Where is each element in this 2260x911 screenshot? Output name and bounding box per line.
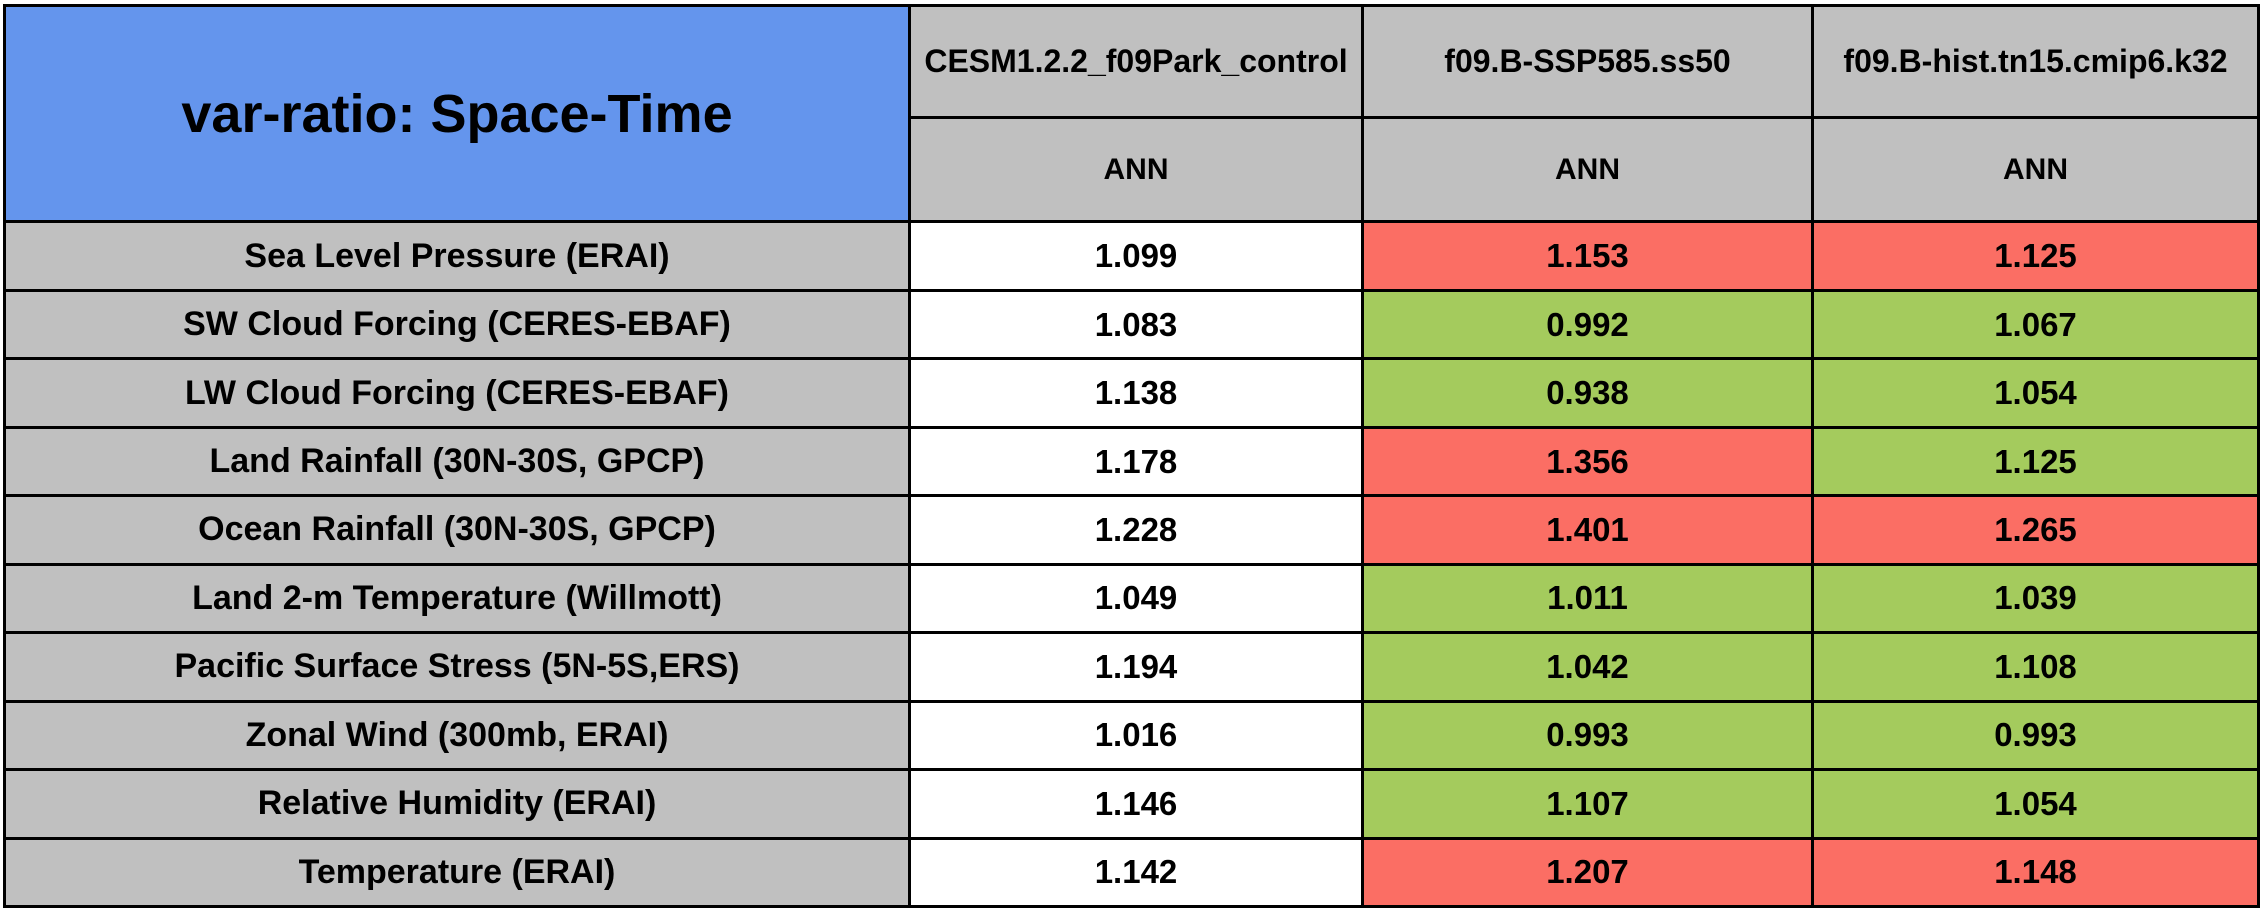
table-row: Land 2-m Temperature (Willmott) 1.049 1.… [3,562,2260,635]
table-title: var-ratio: Space-Time [3,3,911,224]
metric-label: Land Rainfall (30N-30S, GPCP) [3,425,911,498]
model-header-1: CESM1.2.2_f09Park_control [908,4,1364,119]
metric-value: 1.054 [1811,768,2260,840]
metric-value: 1.125 [1811,425,2260,498]
metric-value: 1.125 [1811,220,2260,292]
metric-value: 1.265 [1811,494,2260,566]
metric-value: 1.054 [1811,357,2260,429]
metric-label: Relative Humidity (ERAI) [3,768,911,840]
metric-value: 1.099 [908,220,1364,292]
table-row: Relative Humidity (ERAI) 1.146 1.107 1.0… [3,768,2260,840]
metric-value: 1.107 [1361,768,1814,840]
metric-value: 1.142 [908,836,1364,908]
model-header-3: f09.B-hist.tn15.cmip6.k32 [1811,4,2260,119]
metric-value: 1.207 [1361,836,1814,908]
table-row: LW Cloud Forcing (CERES-EBAF) 1.138 0.93… [3,357,2260,429]
header-row-seasons: ANN ANN ANN [5,115,2260,224]
metric-value: 1.356 [1361,425,1814,498]
metric-value: 1.146 [908,768,1364,840]
table-row: Zonal Wind (300mb, ERAI) 1.016 0.993 0.9… [3,699,2260,772]
metric-value: 1.194 [908,631,1364,703]
metric-value: 1.042 [1361,631,1814,703]
metric-value: 1.148 [1811,836,2260,908]
metric-value: 1.401 [1361,494,1814,566]
model-header-2: f09.B-SSP585.ss50 [1361,4,1814,119]
metric-value: 1.153 [1361,220,1814,292]
metric-label: Ocean Rainfall (30N-30S, GPCP) [3,494,911,566]
metric-label: Sea Level Pressure (ERAI) [3,220,911,292]
metric-value: 1.016 [908,699,1364,772]
metric-value: 0.993 [1361,699,1814,772]
var-ratio-table: var-ratio: Space-Time CESM1.2.2_f09Park_… [3,3,2260,908]
metric-value: 1.228 [908,494,1364,566]
metric-label: Zonal Wind (300mb, ERAI) [3,699,911,772]
metric-value: 0.938 [1361,357,1814,429]
metric-value: 1.049 [908,562,1364,635]
metric-label: LW Cloud Forcing (CERES-EBAF) [3,357,911,429]
header-row-models: var-ratio: Space-Time CESM1.2.2_f09Park_… [3,3,2260,224]
metric-value: 1.138 [908,357,1364,429]
metric-value: 1.178 [908,425,1364,498]
metric-label: Pacific Surface Stress (5N-5S,ERS) [3,631,911,703]
metric-value: 0.993 [1811,699,2260,772]
metric-value: 0.992 [1361,288,1814,361]
season-header-3: ANN [1811,115,2260,224]
table-row: Land Rainfall (30N-30S, GPCP) 1.178 1.35… [3,425,2260,498]
metric-value: 1.108 [1811,631,2260,703]
season-header-2: ANN [1361,115,1814,224]
metric-value: 1.039 [1811,562,2260,635]
table-row: Pacific Surface Stress (5N-5S,ERS) 1.194… [3,631,2260,703]
metric-label: Temperature (ERAI) [3,836,911,908]
metric-label: Land 2-m Temperature (Willmott) [3,562,911,635]
table-row: SW Cloud Forcing (CERES-EBAF) 1.083 0.99… [3,288,2260,361]
table-row: Sea Level Pressure (ERAI) 1.099 1.153 1.… [3,220,2260,292]
metric-label: SW Cloud Forcing (CERES-EBAF) [3,288,911,361]
table-row: Ocean Rainfall (30N-30S, GPCP) 1.228 1.4… [3,494,2260,566]
table-row: Temperature (ERAI) 1.142 1.207 1.148 [3,836,2260,908]
metric-value: 1.011 [1361,562,1814,635]
metric-value: 1.067 [1811,288,2260,361]
season-header-1: ANN [908,115,1364,224]
metric-value: 1.083 [908,288,1364,361]
